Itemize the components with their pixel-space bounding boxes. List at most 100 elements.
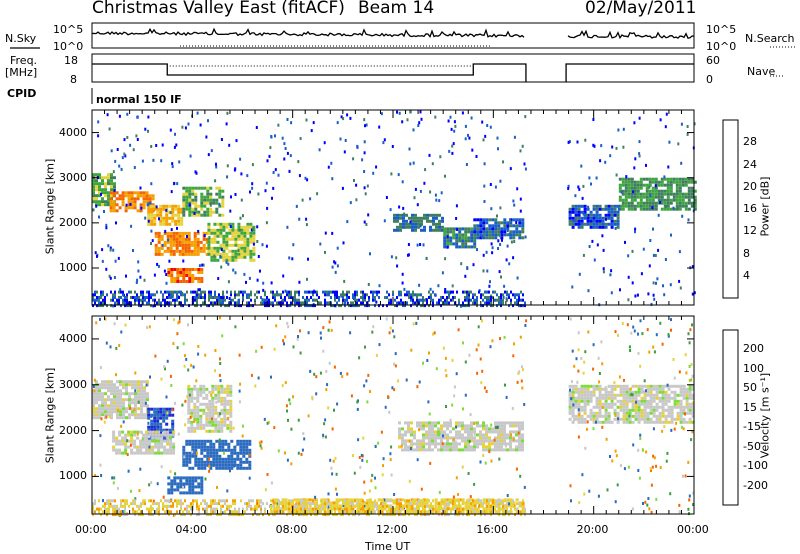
power-panel-cell — [98, 185, 101, 189]
velocity-panel-cell — [350, 507, 354, 511]
power-panel-cell — [181, 246, 185, 250]
power-panel-scatter-point — [622, 145, 625, 149]
power-panel-ground-scatter — [284, 298, 286, 302]
velocity-panel-scatter-point — [134, 389, 137, 393]
velocity-panel-cell — [428, 430, 431, 434]
power-panel-scatter-point — [406, 118, 409, 122]
velocity-panel-cell — [583, 417, 587, 421]
power-panel-cell — [222, 225, 226, 229]
velocity-panel-scatter-point — [415, 321, 418, 325]
velocity-panel-cell — [503, 430, 506, 434]
power-panel-ground-scatter — [406, 301, 408, 305]
velocity-panel-cell — [275, 498, 279, 502]
velocity-panel-cell — [413, 448, 416, 452]
velocity-panel-cell — [209, 451, 213, 455]
power-panel-cell — [627, 192, 631, 196]
velocity-panel-cell — [616, 384, 620, 388]
power-panel-cell — [218, 204, 222, 208]
power-panel-ground-scatter — [302, 296, 304, 299]
power-panel-cell — [147, 216, 151, 220]
velocity-panel-cell — [193, 426, 197, 430]
velocity-panel-scatter-point — [250, 373, 253, 377]
velocity-panel-scatter-point — [332, 459, 335, 463]
velocity-panel-cell — [107, 404, 110, 408]
velocity-panel-cell — [118, 451, 122, 455]
velocity-panel-cell — [583, 402, 587, 406]
velocity-panel-scatter-point — [397, 379, 400, 383]
power-panel-cell — [196, 237, 200, 241]
power-panel-scatter-point — [476, 248, 478, 252]
velocity-panel-cell — [209, 448, 213, 452]
power-panel-cell — [197, 204, 201, 208]
velocity-panel-cell — [368, 510, 372, 514]
power-panel-cell — [231, 225, 235, 229]
power-panel-scatter-point — [117, 256, 120, 260]
power-panel-cell — [213, 240, 217, 244]
power-panel-cell — [109, 206, 113, 210]
power-panel-ground-scatter — [150, 304, 152, 308]
power-panel-scatter-point — [677, 142, 680, 146]
power-panel-ground-scatter — [486, 301, 488, 305]
power-panel-cell — [203, 198, 207, 202]
power-panel-cell — [124, 191, 128, 195]
power-panel-cell — [212, 201, 216, 205]
velocity-panel-scatter-point — [391, 329, 394, 333]
velocity-panel-cell — [640, 417, 644, 421]
power-panel-ground-scatter — [142, 298, 144, 302]
power-panel-cell — [107, 179, 110, 183]
power-panel-cell — [636, 180, 640, 184]
power-panel-cell — [479, 236, 483, 240]
power-panel-ground-scatter — [518, 298, 520, 302]
power-panel-cell — [666, 207, 670, 211]
velocity-panel-scatter-point — [111, 476, 114, 480]
velocity-panel-cell — [670, 414, 674, 418]
velocity-panel-scatter-point — [462, 341, 464, 345]
power-panel-cell — [645, 201, 649, 205]
power-panel-cell — [113, 176, 116, 180]
power-panel-cell — [107, 197, 110, 201]
velocity-panel-cell — [176, 482, 180, 486]
velocity-panel-scatter-point — [130, 489, 132, 493]
power-panel-ground-scatter — [524, 304, 526, 308]
power-panel-cell — [252, 240, 256, 244]
velocity-panel-cell — [229, 402, 233, 406]
power-panel-ground-scatter — [398, 293, 400, 297]
power-panel-cell — [216, 246, 220, 250]
power-panel-scatter-point — [510, 240, 513, 244]
velocity-panel-cell — [497, 430, 500, 434]
power-panel-scatter-point — [513, 135, 516, 139]
power-panel-ground-scatter — [280, 304, 282, 308]
velocity-panel-scatter-point — [307, 414, 310, 418]
power-panel-cell — [130, 197, 134, 201]
velocity-panel-scatter-point — [156, 411, 158, 415]
power-panel-cell — [589, 216, 593, 220]
power-panel-ground-scatter — [138, 301, 140, 305]
power-panel-cell — [458, 230, 462, 234]
power-panel-cell — [429, 219, 432, 223]
velocity-panel-cell — [217, 399, 221, 403]
power-panel-ground-scatter — [416, 293, 418, 297]
velocity-panel-cell — [163, 451, 167, 455]
power-panel-cell — [624, 186, 628, 190]
velocity-panel-cell — [661, 387, 665, 391]
velocity-panel-cell — [500, 424, 503, 428]
power-panel-cell — [636, 204, 640, 208]
power-panel-cell — [156, 207, 160, 211]
velocity-panel-cell — [209, 442, 213, 446]
power-panel-cell — [479, 224, 483, 228]
power-panel-cell — [509, 236, 513, 240]
power-panel-cell — [159, 207, 163, 211]
velocity-panel-cell — [691, 387, 695, 391]
power-panel-cell — [210, 252, 214, 256]
velocity-panel-cell — [449, 445, 452, 449]
power-panel-ground-scatter — [98, 304, 100, 308]
velocity-panel-cell — [224, 457, 228, 461]
power-panel-ground-scatter — [104, 296, 106, 299]
velocity-panel-cell — [616, 411, 620, 415]
velocity-panel-cell — [518, 439, 521, 443]
power-panel-cell — [506, 233, 510, 237]
power-panel-cell — [188, 280, 192, 283]
velocity-panel-cell — [404, 433, 407, 437]
power-panel-cell — [423, 216, 426, 220]
power-panel-ground-scatter — [374, 298, 376, 302]
